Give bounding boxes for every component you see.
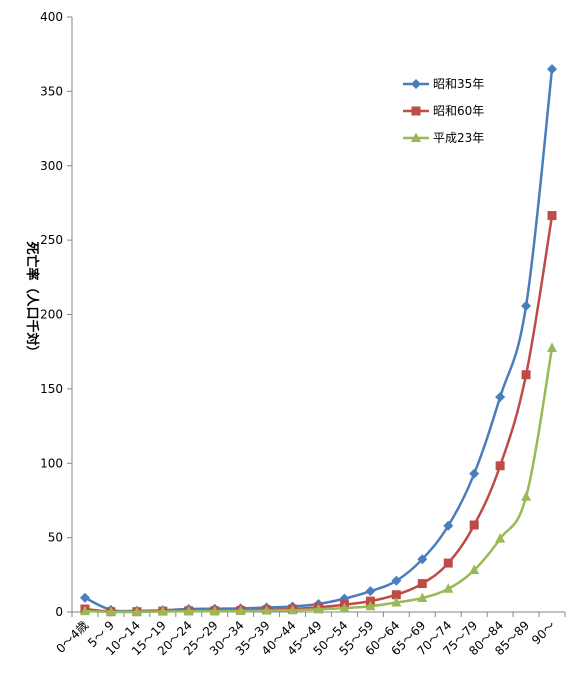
y-tick-label: 400 — [40, 10, 63, 24]
x-tick-label: 90～ — [529, 618, 558, 647]
data-point — [417, 554, 428, 565]
data-point — [131, 606, 142, 616]
data-point — [521, 300, 532, 311]
y-axis-ticks — [67, 16, 72, 613]
data-point — [547, 211, 557, 221]
data-point — [235, 605, 246, 615]
data-point — [495, 392, 506, 403]
legend-item: 昭和35年 — [403, 77, 484, 91]
data-point — [391, 590, 401, 600]
y-axis-tick-labels: 0 50 100 150 200 250 300 350 400 — [40, 10, 63, 619]
data-point — [521, 370, 531, 380]
legend-item: 昭和60年 — [403, 104, 484, 118]
data-point — [521, 491, 532, 501]
x-axis-tick-labels: 0～4歳5～ 910～1415～1920～2425～2930～3435～3940… — [53, 618, 558, 658]
data-point — [547, 64, 558, 75]
y-tick-label: 200 — [40, 308, 63, 322]
data-point — [495, 533, 506, 543]
data-point — [79, 592, 90, 603]
legend-marker — [411, 132, 421, 142]
data-point — [365, 600, 376, 611]
data-point — [209, 605, 220, 616]
series-line — [84, 215, 554, 614]
data-point — [443, 558, 453, 568]
series-1 — [79, 64, 558, 616]
y-tick-label: 300 — [40, 159, 63, 173]
data-point — [79, 605, 90, 616]
data-point — [339, 602, 350, 613]
legend-label: 平成23年 — [433, 131, 484, 145]
data-point — [391, 596, 402, 607]
series-line — [84, 68, 554, 613]
y-tick-label: 150 — [40, 382, 63, 396]
data-point — [365, 586, 376, 597]
legend-label: 昭和60年 — [433, 104, 484, 118]
y-tick-label: 0 — [55, 605, 63, 619]
series-layer — [79, 64, 558, 617]
data-point — [469, 520, 479, 530]
data-point — [183, 605, 194, 616]
data-point — [105, 606, 116, 616]
data-point — [443, 520, 454, 531]
legend-item: 平成23年 — [403, 131, 484, 145]
y-tick-label: 50 — [48, 531, 63, 545]
series-2 — [80, 211, 557, 617]
y-tick-label: 250 — [40, 233, 63, 247]
series-3 — [79, 342, 558, 616]
data-point — [417, 579, 427, 589]
data-point — [469, 468, 480, 479]
series-line — [84, 347, 554, 614]
legend-marker — [411, 106, 421, 116]
data-point — [495, 461, 505, 471]
data-point — [417, 592, 428, 603]
y-tick-label: 100 — [40, 456, 63, 470]
data-point — [261, 605, 272, 615]
data-point — [443, 583, 454, 593]
y-axis-title: 死亡率（人口千対） — [24, 241, 40, 358]
data-point — [547, 342, 558, 352]
data-point — [157, 606, 168, 616]
data-point — [469, 564, 480, 575]
legend-label: 昭和35年 — [433, 77, 484, 91]
x-tick-label: 0～4歳 — [53, 618, 91, 656]
data-point — [287, 604, 298, 615]
data-point — [313, 603, 324, 614]
legend-marker — [411, 79, 421, 89]
data-point — [391, 575, 402, 586]
y-tick-label: 350 — [40, 84, 63, 98]
